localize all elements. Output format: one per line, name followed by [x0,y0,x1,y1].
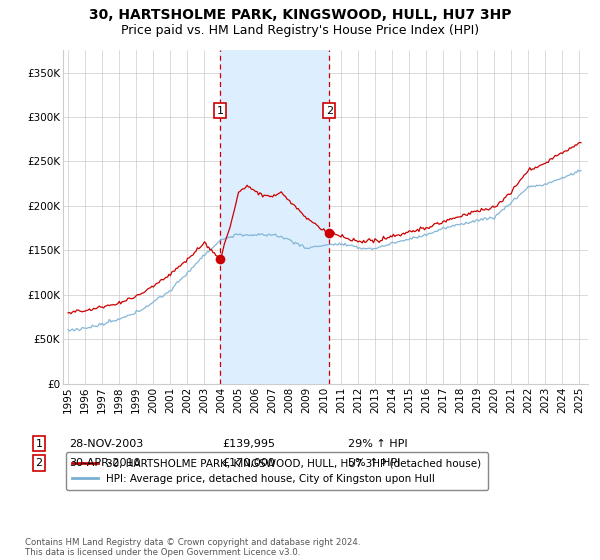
Text: 28-NOV-2003: 28-NOV-2003 [69,438,143,449]
Text: 2: 2 [35,458,43,468]
Text: Price paid vs. HM Land Registry's House Price Index (HPI): Price paid vs. HM Land Registry's House … [121,24,479,37]
Text: 1: 1 [217,106,223,116]
Text: 5% ↑ HPI: 5% ↑ HPI [348,458,400,468]
Text: 2: 2 [326,106,333,116]
Text: £139,995: £139,995 [222,438,275,449]
Text: Contains HM Land Registry data © Crown copyright and database right 2024.
This d: Contains HM Land Registry data © Crown c… [25,538,361,557]
Text: 29% ↑ HPI: 29% ↑ HPI [348,438,407,449]
Text: £170,000: £170,000 [222,458,275,468]
Text: 30, HARTSHOLME PARK, KINGSWOOD, HULL, HU7 3HP: 30, HARTSHOLME PARK, KINGSWOOD, HULL, HU… [89,8,511,22]
Legend: 30, HARTSHOLME PARK, KINGSWOOD, HULL, HU7 3HP (detached house), HPI: Average pri: 30, HARTSHOLME PARK, KINGSWOOD, HULL, HU… [65,452,488,491]
Text: 1: 1 [35,438,43,449]
Text: 30-APR-2010: 30-APR-2010 [69,458,140,468]
Bar [220,50,329,384]
